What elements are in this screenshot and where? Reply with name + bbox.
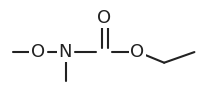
Text: O: O — [31, 43, 45, 60]
Text: O: O — [130, 43, 144, 60]
Text: O: O — [97, 9, 111, 27]
Text: N: N — [58, 43, 71, 60]
